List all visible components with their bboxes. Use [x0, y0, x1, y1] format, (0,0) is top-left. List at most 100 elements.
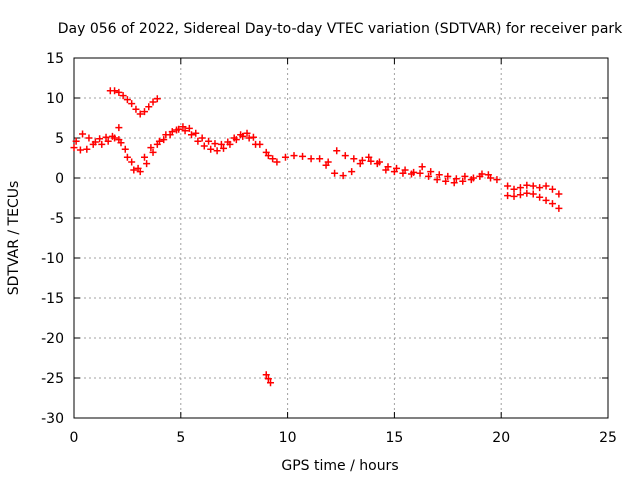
x-tick-label: 5 [176, 430, 185, 446]
series-track-e [322, 153, 492, 187]
plot-frame [73, 57, 609, 419]
data-point [444, 172, 452, 180]
chart-title: Day 056 of 2022, Sidereal Day-to-day VTE… [58, 21, 623, 37]
data-point [484, 171, 492, 179]
data-point [350, 155, 358, 163]
data-point [339, 172, 347, 180]
data-point [399, 169, 407, 177]
data-point [123, 96, 131, 104]
data-point [536, 193, 544, 201]
data-point [493, 176, 501, 184]
data-point [130, 166, 138, 174]
data-point [290, 152, 298, 160]
y-tick-label: 15 [46, 51, 64, 67]
data-point [102, 133, 110, 141]
data-point [442, 177, 450, 185]
data-point [192, 129, 200, 137]
data-point [516, 191, 524, 199]
data-point [117, 139, 125, 147]
data-point [140, 153, 148, 161]
data-point [536, 184, 544, 192]
data-point [98, 140, 106, 148]
data-point [121, 145, 129, 153]
data-point [72, 137, 80, 145]
data-point [529, 182, 537, 190]
data-point [83, 145, 91, 153]
data-point [213, 147, 221, 155]
data-point [185, 124, 193, 132]
data-point [245, 134, 253, 142]
data-point [91, 138, 99, 146]
data-point [115, 124, 123, 132]
data-point [128, 158, 136, 166]
data-point [516, 184, 524, 192]
data-point [416, 169, 424, 177]
data-point [179, 123, 187, 131]
data-point [510, 185, 518, 193]
data-point [450, 179, 458, 187]
data-point [476, 172, 484, 180]
y-tick-label: 0 [55, 171, 64, 187]
data-point [264, 152, 272, 160]
x-tick-label: 20 [492, 430, 510, 446]
x-tick-labels: 0 5 10 15 20 25 [70, 430, 617, 446]
data-point [198, 134, 206, 142]
data-point [205, 137, 213, 145]
data-point [333, 147, 341, 155]
data-point [96, 135, 104, 143]
series-track-c [106, 87, 161, 118]
data-point [153, 95, 161, 103]
data-point [136, 110, 144, 118]
data-point [187, 131, 195, 139]
data-point [168, 128, 176, 136]
data-point [331, 169, 339, 177]
data-point [104, 137, 112, 145]
data-point [523, 181, 531, 189]
data-point [262, 371, 270, 379]
data-point [435, 171, 443, 179]
data-point [529, 190, 537, 198]
y-tick-label: -5 [50, 211, 64, 227]
data-point [111, 134, 119, 142]
data-point [555, 204, 563, 212]
data-point [299, 152, 307, 160]
data-point [356, 160, 364, 168]
data-point [128, 100, 136, 108]
data-point [85, 134, 93, 142]
data-point [365, 153, 373, 161]
data-point [147, 144, 155, 152]
data-point [119, 92, 127, 100]
data-point [427, 168, 435, 176]
data-point [461, 172, 469, 180]
data-point [249, 133, 257, 141]
y-tick-label: -20 [41, 331, 64, 347]
data-point [123, 153, 131, 161]
data-point [79, 130, 87, 138]
data-point [316, 155, 324, 163]
y-axis-label: SDTVAR / TECUs [6, 181, 22, 296]
data-point [243, 129, 251, 137]
data-point [155, 137, 163, 145]
data-point [264, 375, 272, 383]
data-point [239, 132, 247, 140]
grid [74, 58, 608, 418]
y-tick-label: -25 [41, 371, 64, 387]
data-point [136, 168, 144, 176]
data-point [232, 136, 240, 144]
data-points [70, 87, 563, 387]
data-point [504, 182, 512, 190]
data-point [373, 160, 381, 168]
data-point [542, 182, 550, 190]
data-point [175, 125, 183, 133]
data-point [111, 87, 119, 95]
data-point [504, 192, 512, 200]
data-point [143, 160, 151, 168]
x-axis-label: GPS time / hours [281, 458, 398, 474]
axis-ticks [73, 57, 609, 419]
y-tick-label: 5 [55, 131, 64, 147]
data-point [548, 185, 556, 193]
data-point [252, 140, 260, 148]
y-tick-label: -15 [41, 291, 64, 307]
data-point [407, 170, 415, 178]
data-point [341, 152, 349, 160]
